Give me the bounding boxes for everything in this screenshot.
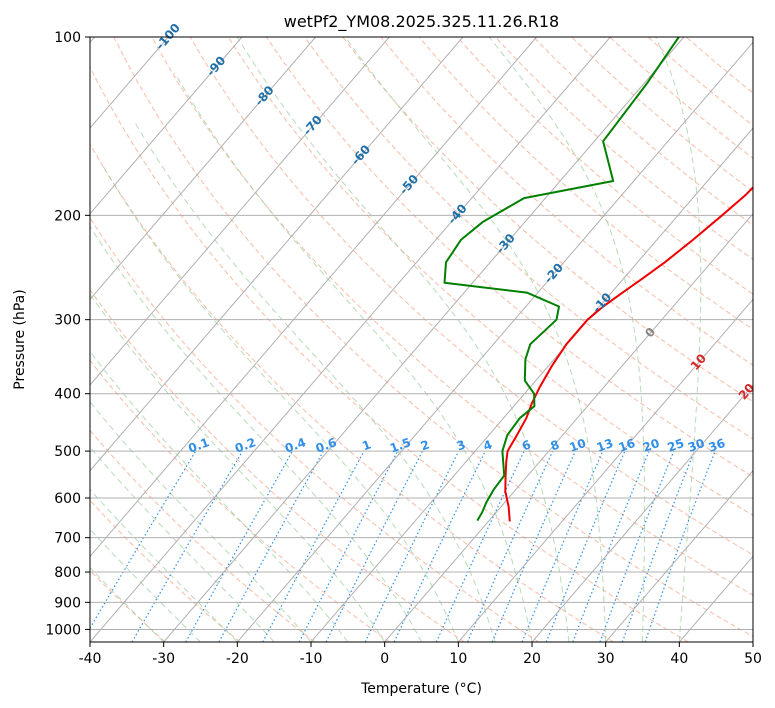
axes: -40 -30 -20 -10 0 10 20 30 40 50 100 200 300 400 500 60… — [45, 30, 762, 667]
x-tick-label: -10 — [300, 651, 323, 667]
moist-adiabat-line — [90, 225, 422, 642]
dry-adiabat-line — [418, 37, 753, 330]
isotherm-gridline — [236, 41, 753, 642]
chart-title: wetPf2_YM08.2025.325.11.26.R18 — [284, 12, 559, 32]
mixing-ratio-line — [621, 450, 695, 642]
x-tick-label: 10 — [449, 651, 467, 667]
dry-adiabat-line — [90, 288, 465, 642]
isotherm-gridline — [605, 469, 753, 642]
dry-adiabat-line — [90, 499, 241, 642]
y-tick-label: 400 — [54, 387, 81, 403]
y-tick-label: 900 — [54, 595, 81, 611]
isotherm-gridline — [90, 37, 611, 642]
dry-adiabat-line — [90, 429, 316, 642]
mixing-ratio-line — [572, 450, 650, 642]
moist-adiabat-line — [90, 350, 349, 642]
mixing-ratio-label: 16 — [617, 436, 637, 455]
x-tick-label: -30 — [152, 651, 175, 667]
isotherm-gridline — [90, 37, 464, 472]
mixing-ratio-line — [521, 450, 604, 642]
x-tick-label: 50 — [744, 651, 762, 667]
y-axis-title: Pressure (hPa) — [12, 289, 28, 389]
moist-adiabat-line — [655, 37, 702, 642]
mixing-ratio-label: 0.2 — [233, 435, 258, 455]
moist-adiabat-line — [488, 37, 646, 642]
mixing-ratio-label: 0.1 — [186, 435, 211, 455]
y-tick-label: 300 — [54, 313, 81, 329]
mixing-ratio-label: 13 — [595, 436, 615, 455]
dry-adiabat-line — [189, 37, 753, 556]
mixing-ratio-label: 10 — [567, 436, 587, 455]
background-lines — [90, 37, 753, 642]
mixing-ratio-line — [599, 450, 675, 642]
moist-adiabat-line — [90, 566, 165, 642]
dry-adiabat-line — [304, 37, 753, 440]
mixing-ratio-line — [545, 450, 626, 642]
dry-adiabat-line — [90, 65, 689, 642]
temperature-line — [504, 185, 753, 522]
x-axis-title: Temperature (°C) — [360, 681, 482, 697]
mixing-ratio-line — [466, 450, 554, 642]
moist-adiabat-line — [90, 528, 201, 642]
moist-adiabat-line — [90, 446, 275, 642]
y-tick-label: 600 — [54, 491, 81, 507]
isotherm-gridline — [90, 37, 538, 558]
moist-adiabat-line — [236, 37, 570, 642]
y-tick-label: 1000 — [45, 622, 81, 638]
isotherm-gridline — [531, 384, 753, 642]
dry-adiabat-line — [90, 359, 390, 642]
x-tick-label: 40 — [670, 651, 688, 667]
mixing-ratio-label: 0.4 — [283, 435, 308, 455]
dry-adiabat-line — [265, 37, 753, 478]
dry-adiabat-line — [227, 37, 753, 516]
isotherm-gridline — [163, 37, 685, 642]
isotherm-gridline — [384, 212, 753, 642]
moist-adiabat-line — [90, 488, 238, 642]
moist-adiabat-line — [90, 293, 386, 642]
isotherm-gridline — [90, 37, 317, 301]
mixing-ratio-label: 36 — [707, 436, 727, 455]
isotherm-gridline — [90, 37, 243, 215]
moist-adiabat-line — [344, 37, 607, 642]
dry-adiabat-line — [380, 37, 753, 366]
mixing-ratio-label: 1.5 — [388, 435, 413, 455]
mixing-ratio-line — [644, 450, 716, 642]
plot-background — [90, 37, 753, 642]
mixing-ratio-label: 25 — [665, 436, 685, 455]
y-tick-label: 500 — [54, 444, 81, 460]
isotherm-gridline — [457, 298, 753, 642]
y-tick-label: 100 — [54, 30, 81, 46]
y-tick-label: 800 — [54, 565, 81, 581]
mixing-ratio-label: 20 — [641, 436, 661, 455]
y-tick-label: 200 — [54, 208, 81, 224]
x-tick-label: 20 — [523, 651, 541, 667]
moist-adiabat-line — [135, 123, 496, 642]
y-tick-label: 700 — [54, 531, 81, 547]
moist-adiabat-line — [174, 72, 533, 642]
x-tick-label: -40 — [79, 651, 102, 667]
mixing-ratio-line — [364, 450, 460, 642]
x-tick-label: 0 — [380, 651, 389, 667]
x-tick-label: 30 — [597, 651, 615, 667]
mixing-ratio-label: 0.6 — [314, 435, 339, 455]
dry-adiabat-line — [90, 143, 614, 642]
mixing-ratio-line — [325, 450, 424, 642]
isotherm-gridline — [90, 37, 390, 386]
mixing-ratio-line — [218, 450, 324, 642]
x-tick-label: -20 — [226, 651, 249, 667]
plot-frame — [89, 36, 754, 643]
sounding-lines — [443, 37, 753, 522]
mixing-ratio-label: 30 — [686, 436, 706, 455]
moist-adiabat-line — [102, 165, 459, 642]
dry-adiabat-line — [151, 37, 753, 596]
mixing-ratio-line — [185, 450, 294, 642]
dewpoint-line — [443, 37, 680, 522]
dry-adiabat-line — [90, 217, 540, 642]
mixing-ratio-line — [262, 450, 365, 642]
